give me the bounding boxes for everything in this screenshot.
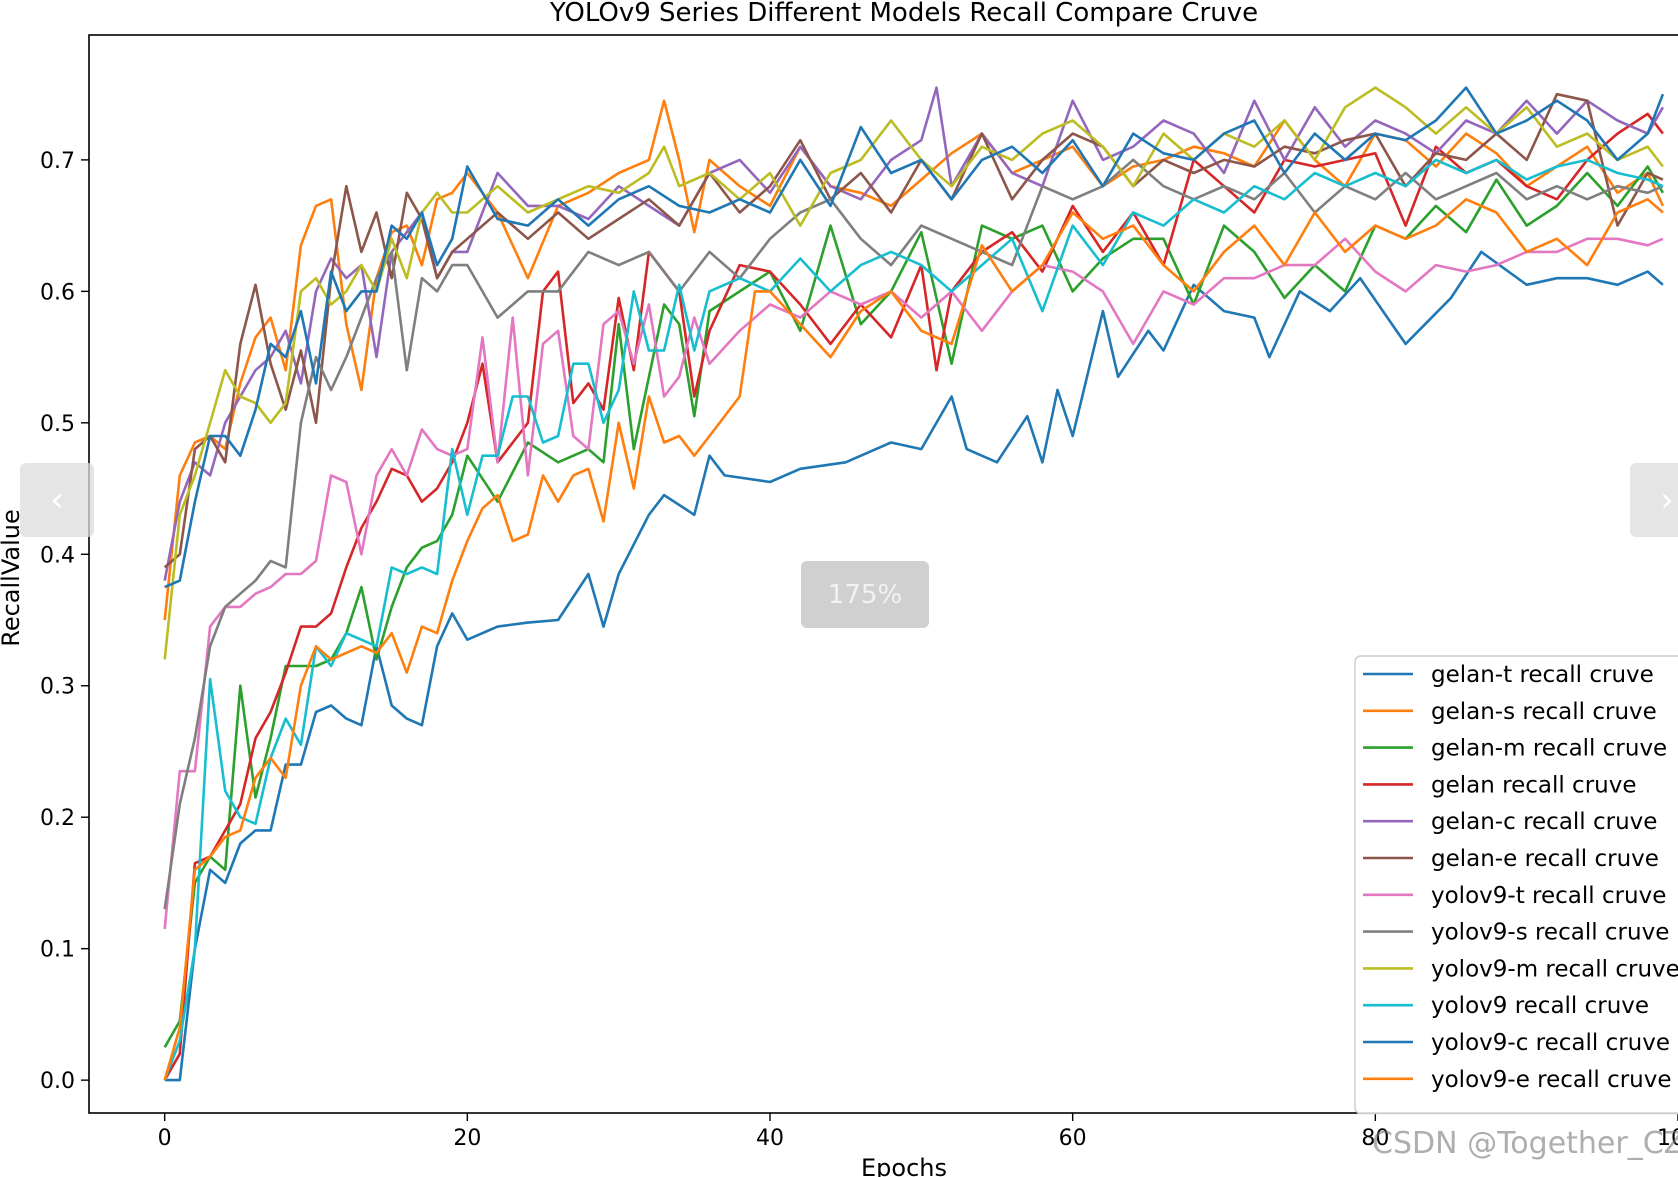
series-line-yolov9-c-recall-cruve (164, 86, 1665, 589)
y-tick-label: 0.4 (40, 543, 75, 568)
series-line-gelan-s-recall-cruve (163, 99, 1665, 621)
legend-label: yolov9-m recall cruve (1431, 956, 1678, 982)
series-line-yolov9-s-recall-cruve (163, 158, 1664, 910)
legend-label: yolov9-e recall cruve (1431, 1067, 1672, 1093)
chevron-left-icon: ‹ (50, 480, 64, 520)
legend-label: gelan recall cruve (1431, 772, 1637, 798)
x-tick-label: 100 (1657, 1126, 1678, 1151)
chevron-right-icon: › (1660, 480, 1674, 520)
watermark: CSDN @Together_CZ (1372, 1126, 1678, 1161)
legend-label: gelan-t recall cruve (1431, 662, 1654, 688)
legend-label: gelan-m recall cruve (1431, 736, 1667, 762)
legend-label: yolov9-c recall cruve (1431, 1030, 1670, 1056)
legend-label: yolov9 recall cruve (1431, 993, 1649, 1019)
legend-label: gelan-e recall cruve (1431, 846, 1659, 872)
series-line-yolov9-t-recall-cruve (163, 237, 1664, 930)
x-tick-label: 40 (756, 1126, 784, 1151)
y-tick-label: 0.5 (40, 412, 75, 437)
plot-area-frame (88, 34, 1678, 1114)
chart-title: YOLOv9 Series Different Models Recall Co… (549, 0, 1258, 28)
series-line-gelan-recall-cruve (163, 112, 1664, 1081)
y-tick-label: 0.0 (40, 1069, 75, 1094)
series-line-yolov9-m-recall-cruve (163, 86, 1664, 660)
x-axis-label: Epochs (861, 1154, 947, 1177)
legend-label: yolov9-t recall cruve (1431, 883, 1666, 909)
y-tick-label: 0.7 (40, 149, 75, 174)
legend-label: gelan-s recall cruve (1431, 699, 1657, 725)
legend-label: yolov9-s recall cruve (1431, 920, 1669, 946)
next-image-button[interactable]: › (1630, 463, 1678, 537)
legend-label: gelan-c recall cruve (1431, 809, 1657, 835)
legend: gelan-t recall cruve gelan-s recall cruve… (1354, 655, 1678, 1115)
series-line-gelan-m-recall-cruve (163, 165, 1665, 1048)
series-line-yolov9-recall-cruve (163, 158, 1664, 1081)
legend-box (1354, 655, 1678, 1115)
series-line-yolov9-e-recall-cruve (163, 198, 1664, 1081)
series-line-gelan-t-recall-cruve (164, 250, 1664, 1082)
x-tick-label: 80 (1361, 1126, 1389, 1151)
y-tick-label: 0.1 (40, 938, 75, 963)
x-tick-label: 60 (1059, 1126, 1087, 1151)
y-tick-label: 0.2 (40, 806, 75, 831)
previous-image-button[interactable]: ‹ (20, 463, 94, 537)
x-tick-label: 0 (158, 1126, 172, 1151)
series-line-gelan-c-recall-cruve (163, 86, 1665, 581)
x-tick-label: 20 (453, 1126, 481, 1151)
zoom-level-badge: 175% (801, 561, 929, 628)
y-tick-label: 0.6 (40, 280, 75, 305)
y-tick-label: 0.3 (40, 675, 75, 700)
